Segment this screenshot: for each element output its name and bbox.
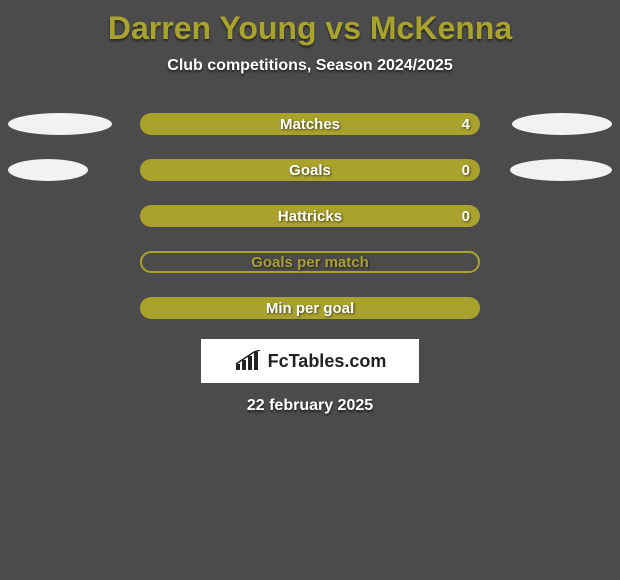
stat-label: Matches [140,116,480,133]
stat-row: Hattricks0 [0,205,620,227]
stat-label: Goals [140,162,480,179]
logo-box: FcTables.com [201,339,419,383]
left-ellipse [8,113,112,135]
right-ellipse [510,159,612,181]
stat-row: Min per goal [0,297,620,319]
stat-value-right: 0 [462,208,470,225]
logo-text: FcTables.com [268,351,387,372]
stat-bar: Min per goal [140,297,480,319]
stat-row: Goals per match [0,251,620,273]
stat-label: Hattricks [140,208,480,225]
stat-label: Goals per match [142,254,478,271]
page-title: Darren Young vs McKenna [0,0,620,47]
stat-row: Goals0 [0,159,620,181]
comparison-infographic: Darren Young vs McKenna Club competition… [0,0,620,580]
stat-label: Min per goal [140,300,480,317]
stat-bar: Goals0 [140,159,480,181]
stat-value-right: 0 [462,162,470,179]
date-line: 22 february 2025 [0,397,620,415]
stat-row: Matches4 [0,113,620,135]
stat-bar: Hattricks0 [140,205,480,227]
fctables-bars-icon [234,350,262,372]
left-ellipse [8,159,88,181]
right-ellipse [512,113,612,135]
stat-value-right: 4 [462,116,470,133]
stat-bar: Goals per match [140,251,480,273]
stat-rows: Matches4Goals0Hattricks0Goals per matchM… [0,113,620,319]
subtitle: Club competitions, Season 2024/2025 [0,57,620,75]
stat-bar: Matches4 [140,113,480,135]
